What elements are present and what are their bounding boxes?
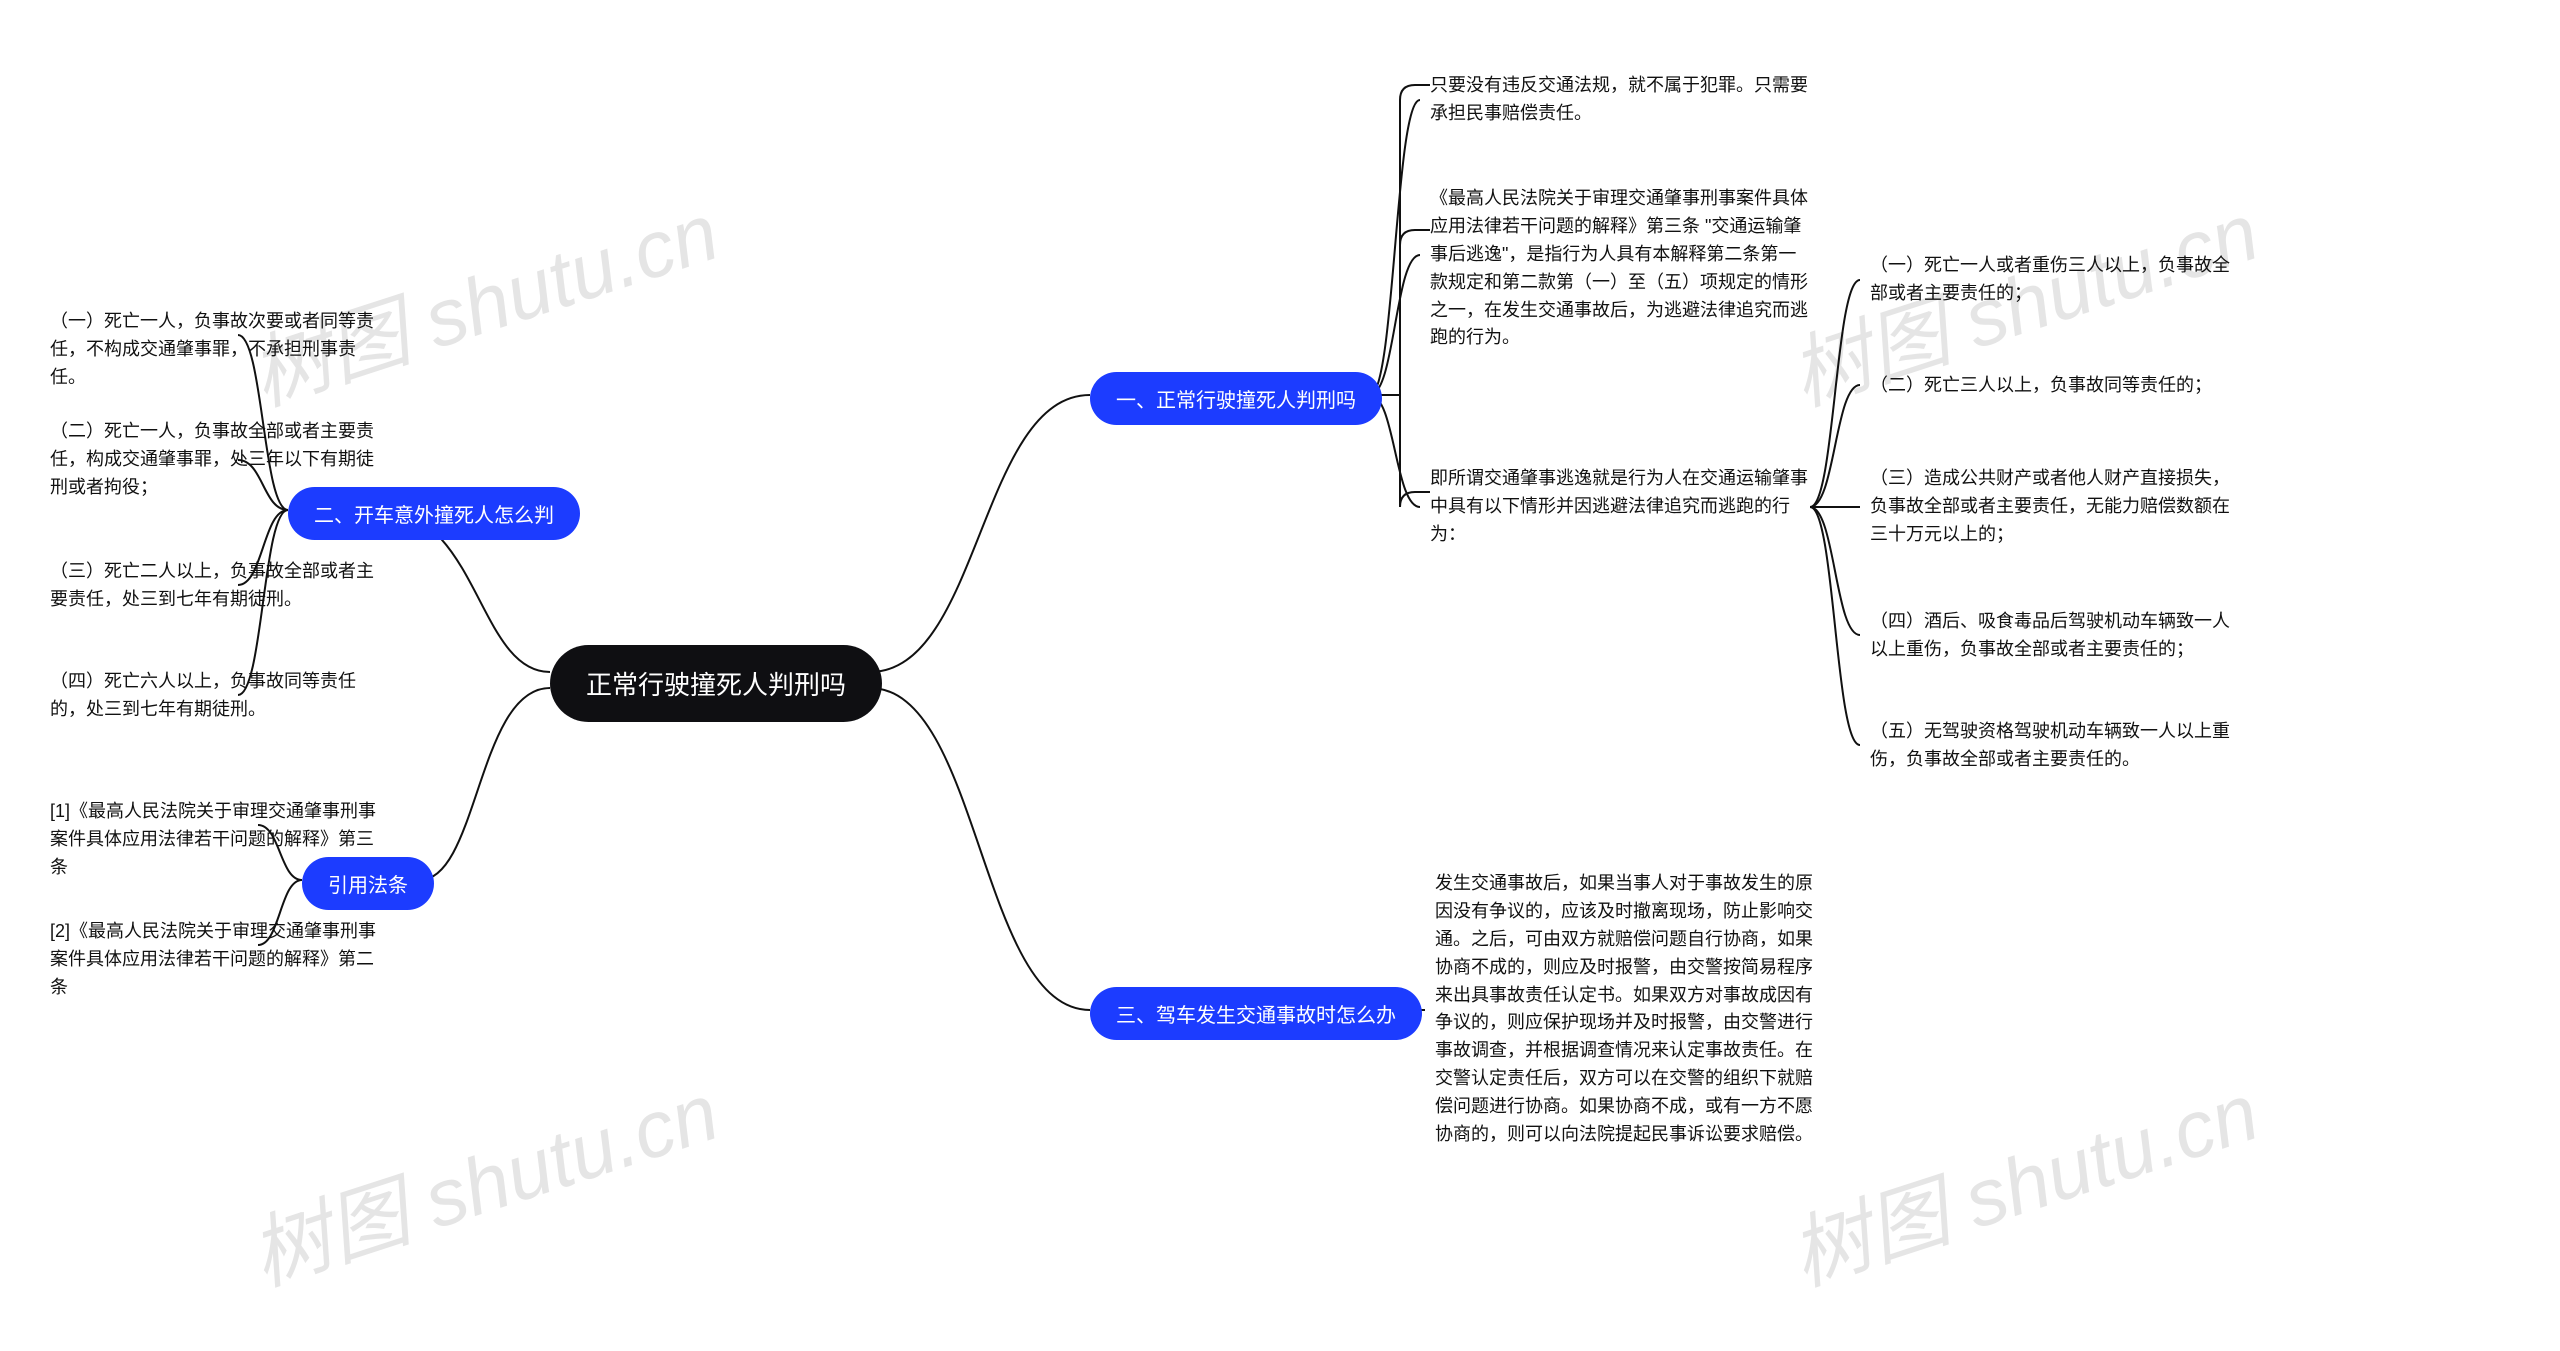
branch-1-leaf-2: 《最高人民法院关于审理交通肇事刑事案件具体应用法律若干问题的解释》第三条 "交通… <box>1430 185 1810 352</box>
branch-1-leaf-3-sub-3: （三）造成公共财产或者他人财产直接损失，负事故全部或者主要责任，无能力赔偿数额在… <box>1870 465 2230 549</box>
branch-1-leaf-3-sub-4: （四）酒后、吸食毒品后驾驶机动车辆致一人以上重伤，负事故全部或者主要责任的； <box>1870 608 2230 664</box>
branch-1[interactable]: 一、正常行驶撞死人判刑吗 <box>1090 372 1382 425</box>
branch-1-leaf-3-sub-2: （二）死亡三人以上，负事故同等责任的； <box>1870 372 2212 400</box>
branch-1-leaf-3-sub-1: （一）死亡一人或者重伤三人以上，负事故全部或者主要责任的； <box>1870 252 2230 308</box>
branch-2-leaf-4: （四）死亡六人以上，负事故同等责任的，处三到七年有期徒刑。 <box>50 668 385 724</box>
root-node[interactable]: 正常行驶撞死人判刑吗 <box>550 645 882 722</box>
branch-4-leaf-1: [1]《最高人民法院关于审理交通肇事刑事案件具体应用法律若干问题的解释》第三条 <box>50 798 385 882</box>
watermark: 树图 shutu.cn <box>234 1048 731 1308</box>
branch-2-leaf-1: （一）死亡一人，负事故次要或者同等责任，不构成交通肇事罪，不承担刑事责任。 <box>50 308 385 392</box>
watermark: 树图 shutu.cn <box>1774 1048 2271 1308</box>
branch-1-leaf-3-sub-5: （五）无驾驶资格驾驶机动车辆致一人以上重伤，负事故全部或者主要责任的。 <box>1870 718 2230 774</box>
branch-3[interactable]: 三、驾车发生交通事故时怎么办 <box>1090 987 1422 1040</box>
branch-2-leaf-2: （二）死亡一人，负事故全部或者主要责任，构成交通肇事罪，处三年以下有期徒刑或者拘… <box>50 418 385 502</box>
branch-4-leaf-2: [2]《最高人民法院关于审理交通肇事刑事案件具体应用法律若干问题的解释》第二条 <box>50 918 385 1002</box>
branch-1-leaf-1: 只要没有违反交通法规，就不属于犯罪。只需要承担民事赔偿责任。 <box>1430 72 1810 128</box>
branch-2-leaf-3: （三）死亡二人以上，负事故全部或者主要责任，处三到七年有期徒刑。 <box>50 558 385 614</box>
branch-3-leaf-1: 发生交通事故后，如果当事人对于事故发生的原因没有争议的，应该及时撤离现场，防止影… <box>1435 870 1815 1149</box>
branch-1-leaf-3: 即所谓交通肇事逃逸就是行为人在交通运输肇事中具有以下情形并因逃避法律追究而逃跑的… <box>1430 465 1810 549</box>
